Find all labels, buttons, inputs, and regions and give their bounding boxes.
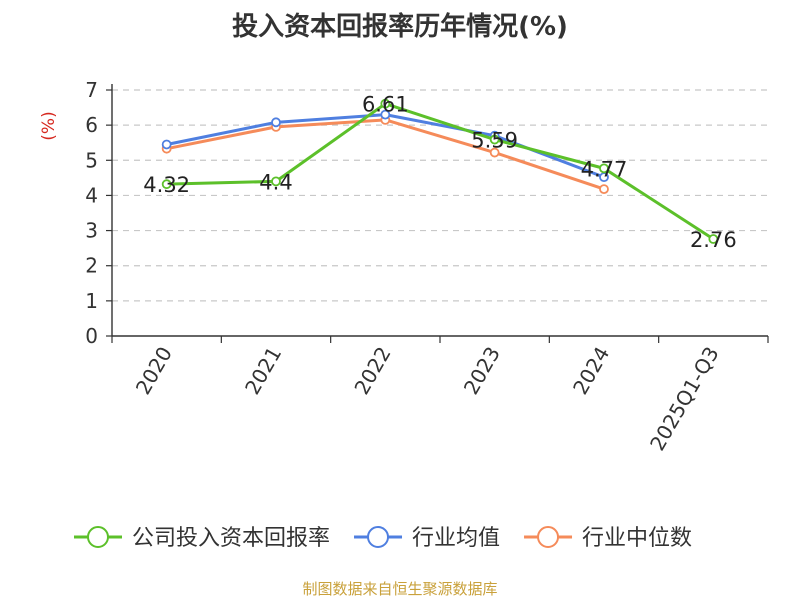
series-lines — [161, 98, 719, 244]
y-tick-label: 1 — [85, 289, 98, 313]
y-tick-label: 3 — [85, 219, 98, 243]
x-tick-label: 2020 — [131, 343, 177, 399]
y-tick-label: 2 — [85, 254, 98, 278]
legend[interactable]: 公司投入资本回报率 行业均值 行业中位数 — [74, 526, 692, 551]
data-point — [708, 234, 719, 244]
data-point — [380, 109, 391, 120]
x-tick-label: 2021 — [240, 343, 286, 399]
data-label: 2.76 — [690, 228, 737, 252]
data-point — [489, 134, 500, 145]
y-tick-label: 6 — [85, 113, 98, 137]
legend-swatch-marker — [367, 526, 390, 548]
y-axis-label: (%) — [39, 111, 59, 140]
data-point — [271, 176, 281, 187]
legend-label: 行业中位数 — [582, 526, 692, 551]
legend-swatch-marker — [87, 526, 109, 548]
data-point — [489, 147, 500, 158]
x-tick-label: 2023 — [459, 342, 505, 398]
data-label: 5.59 — [471, 129, 518, 153]
data-point — [380, 98, 391, 109]
x-tick-label: 2022 — [349, 343, 395, 399]
axes: 0 1 2 3 4 5 6 7 (%) 2020 2021 2022 2023 2024 2025Q1-Q3 — [39, 78, 769, 455]
data-label: 4.4 — [259, 170, 292, 194]
data-label: 4.32 — [143, 173, 190, 197]
data-point — [161, 139, 172, 150]
x-tick-label: 2024 — [568, 343, 614, 399]
legend-label: 行业均值 — [412, 526, 500, 551]
data-point — [599, 184, 609, 195]
data-label: 6.61 — [362, 93, 409, 117]
data-labels: 4.32 4.4 6.61 5.59 4.77 2.76 — [143, 93, 736, 252]
y-tick-label: 5 — [85, 148, 98, 172]
y-tick-label: 0 — [85, 324, 98, 348]
y-tick-label: 7 — [85, 78, 98, 102]
x-tick-label: 2025Q1-Q3 — [645, 343, 724, 455]
data-label: 4.77 — [581, 157, 628, 181]
data-point — [161, 179, 172, 190]
data-point — [271, 117, 281, 128]
y-tick-label: 4 — [85, 183, 98, 207]
legend-swatch-marker — [537, 526, 560, 548]
series-line — [166, 102, 715, 241]
data-source-note: 制图数据来自恒生聚源数据库 — [302, 580, 498, 598]
data-point — [599, 163, 609, 174]
legend-label: 公司投入资本回报率 — [132, 526, 330, 551]
chart-title: 投入资本回报率历年情况(%) — [232, 12, 568, 42]
